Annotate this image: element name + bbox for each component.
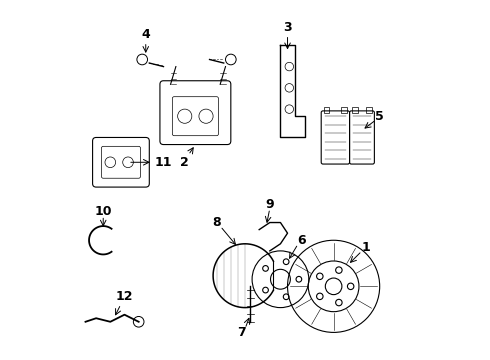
Text: 5: 5	[375, 110, 384, 123]
Text: 4: 4	[142, 28, 150, 41]
Text: 6: 6	[297, 234, 306, 247]
Text: 7: 7	[237, 326, 246, 339]
Text: 3: 3	[283, 21, 292, 34]
Text: 12: 12	[116, 291, 133, 303]
Text: 11: 11	[155, 156, 172, 169]
Text: 9: 9	[266, 198, 274, 211]
Text: 8: 8	[212, 216, 221, 229]
Text: 1: 1	[361, 241, 370, 254]
Text: 2: 2	[180, 156, 189, 169]
Text: 10: 10	[95, 206, 112, 219]
